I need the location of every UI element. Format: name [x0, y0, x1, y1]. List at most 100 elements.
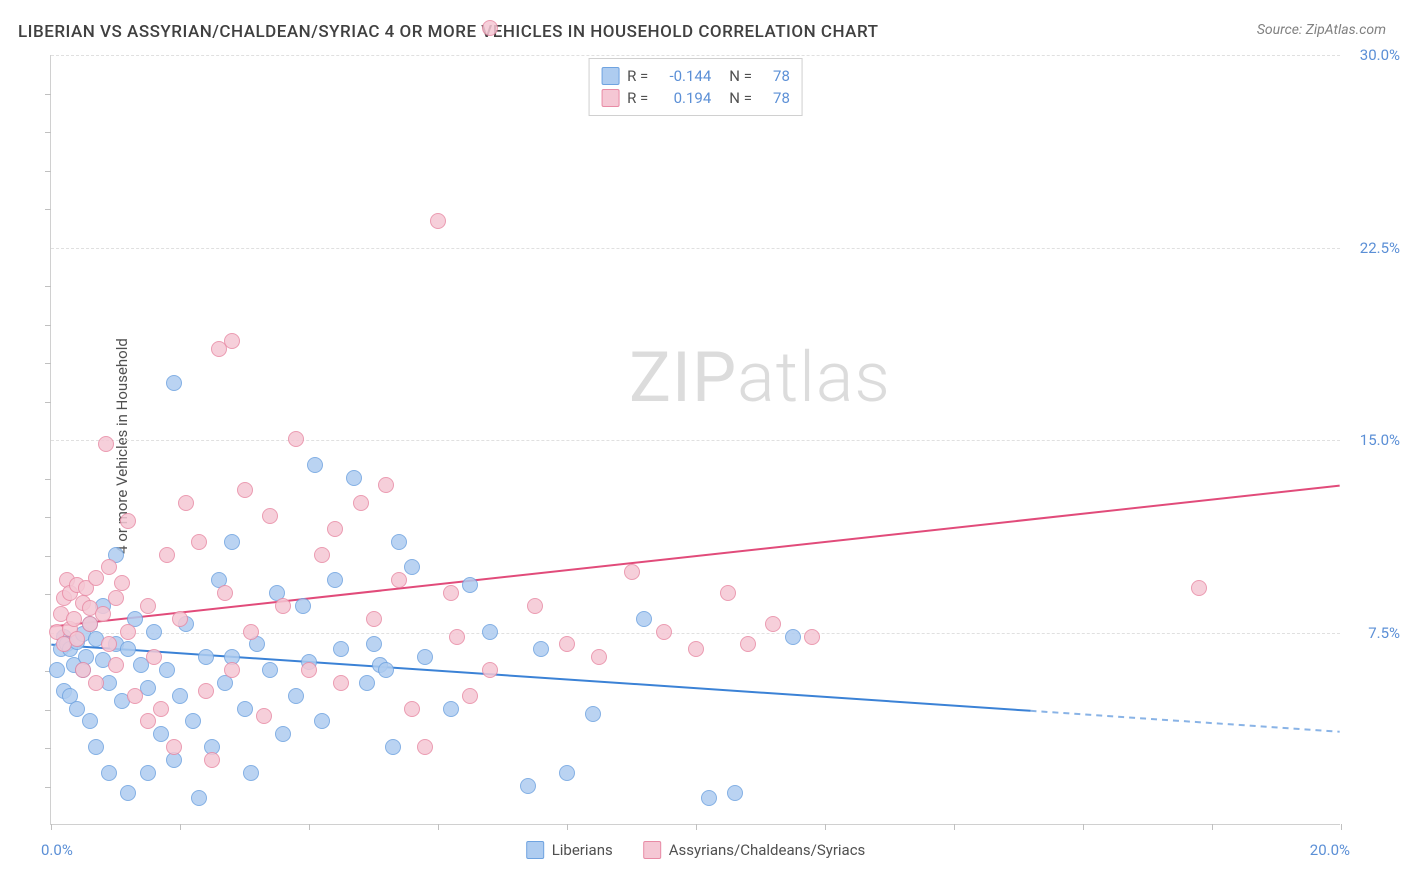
legend-swatch	[643, 841, 661, 859]
data-point-assyrians	[301, 662, 317, 678]
data-point-assyrians	[114, 575, 130, 591]
data-point-assyrians	[95, 606, 111, 622]
data-point-assyrians	[462, 688, 478, 704]
data-point-liberians	[69, 701, 85, 717]
x-tick	[180, 824, 181, 830]
data-point-assyrians	[243, 624, 259, 640]
n-value: 78	[760, 87, 790, 109]
x-tick	[567, 824, 568, 830]
data-point-liberians	[275, 726, 291, 742]
data-point-liberians	[120, 785, 136, 801]
x-tick	[309, 824, 310, 830]
data-point-assyrians	[140, 713, 156, 729]
y-tick	[45, 787, 51, 788]
data-point-assyrians	[656, 624, 672, 640]
y-tick	[45, 325, 51, 326]
gridline	[51, 55, 1340, 56]
data-point-assyrians	[404, 701, 420, 717]
trendline-assyrians	[51, 486, 1339, 627]
data-point-assyrians	[191, 534, 207, 550]
data-point-assyrians	[120, 624, 136, 640]
data-point-assyrians	[482, 20, 498, 36]
data-point-assyrians	[153, 701, 169, 717]
data-point-liberians	[385, 739, 401, 755]
data-point-assyrians	[378, 477, 394, 493]
data-point-liberians	[307, 457, 323, 473]
data-point-liberians	[391, 534, 407, 550]
data-point-assyrians	[314, 547, 330, 563]
data-point-assyrians	[1191, 580, 1207, 596]
n-value: 78	[760, 65, 790, 87]
data-point-assyrians	[66, 611, 82, 627]
x-axis-start-label: 0.0%	[41, 841, 73, 859]
data-point-liberians	[785, 629, 801, 645]
x-tick	[438, 824, 439, 830]
legend-row-liberians: R =-0.144N =78	[601, 65, 790, 87]
data-point-assyrians	[178, 495, 194, 511]
data-point-assyrians	[146, 649, 162, 665]
y-tick	[45, 710, 51, 711]
data-point-assyrians	[527, 598, 543, 614]
y-tick	[45, 594, 51, 595]
data-point-liberians	[482, 624, 498, 640]
y-tick	[45, 402, 51, 403]
data-point-liberians	[314, 713, 330, 729]
plot-area: ZIPatlas R =-0.144N =78R =0.194N =78 Lib…	[50, 55, 1340, 825]
y-tick	[45, 132, 51, 133]
r-value: -0.144	[656, 65, 711, 87]
data-point-assyrians	[327, 521, 343, 537]
data-point-liberians	[333, 641, 349, 657]
series-legend: LiberiansAssyrians/Chaldeans/Syriacs	[526, 841, 866, 859]
y-tick	[45, 209, 51, 210]
data-point-liberians	[462, 577, 478, 593]
data-point-assyrians	[88, 675, 104, 691]
x-axis-end-label: 20.0%	[1310, 841, 1350, 859]
data-point-assyrians	[101, 636, 117, 652]
data-point-liberians	[346, 470, 362, 486]
data-point-assyrians	[172, 611, 188, 627]
data-point-assyrians	[740, 636, 756, 652]
data-point-assyrians	[108, 590, 124, 606]
x-tick	[954, 824, 955, 830]
x-tick	[1341, 824, 1342, 830]
data-point-assyrians	[482, 662, 498, 678]
data-point-liberians	[153, 726, 169, 742]
y-tick	[45, 556, 51, 557]
data-point-liberians	[559, 765, 575, 781]
y-tick-label: 7.5%	[1368, 624, 1400, 642]
data-point-liberians	[288, 688, 304, 704]
data-point-liberians	[159, 662, 175, 678]
data-point-assyrians	[256, 708, 272, 724]
data-point-liberians	[101, 765, 117, 781]
data-point-assyrians	[688, 641, 704, 657]
trendline-extrapolated-liberians	[1030, 711, 1339, 732]
chart-title: LIBERIAN VS ASSYRIAN/CHALDEAN/SYRIAC 4 O…	[18, 22, 878, 42]
data-point-liberians	[172, 688, 188, 704]
x-tick	[1083, 824, 1084, 830]
data-point-assyrians	[391, 572, 407, 588]
source-attribution: Source: ZipAtlas.com	[1257, 22, 1386, 38]
data-point-assyrians	[127, 688, 143, 704]
data-point-liberians	[359, 675, 375, 691]
data-point-assyrians	[275, 598, 291, 614]
y-tick	[45, 748, 51, 749]
data-point-liberians	[417, 649, 433, 665]
data-point-liberians	[146, 624, 162, 640]
gridline	[51, 440, 1340, 441]
data-point-assyrians	[804, 629, 820, 645]
correlation-legend: R =-0.144N =78R =0.194N =78	[588, 58, 803, 116]
y-tick	[45, 94, 51, 95]
data-point-liberians	[366, 636, 382, 652]
data-point-assyrians	[108, 657, 124, 673]
data-point-liberians	[88, 739, 104, 755]
data-point-liberians	[243, 765, 259, 781]
data-point-assyrians	[140, 598, 156, 614]
data-point-assyrians	[69, 631, 85, 647]
data-point-assyrians	[262, 508, 278, 524]
x-tick	[825, 824, 826, 830]
data-point-liberians	[120, 641, 136, 657]
legend-label: Liberians	[552, 841, 613, 859]
data-point-assyrians	[591, 649, 607, 665]
legend-swatch	[526, 841, 544, 859]
data-point-liberians	[701, 790, 717, 806]
